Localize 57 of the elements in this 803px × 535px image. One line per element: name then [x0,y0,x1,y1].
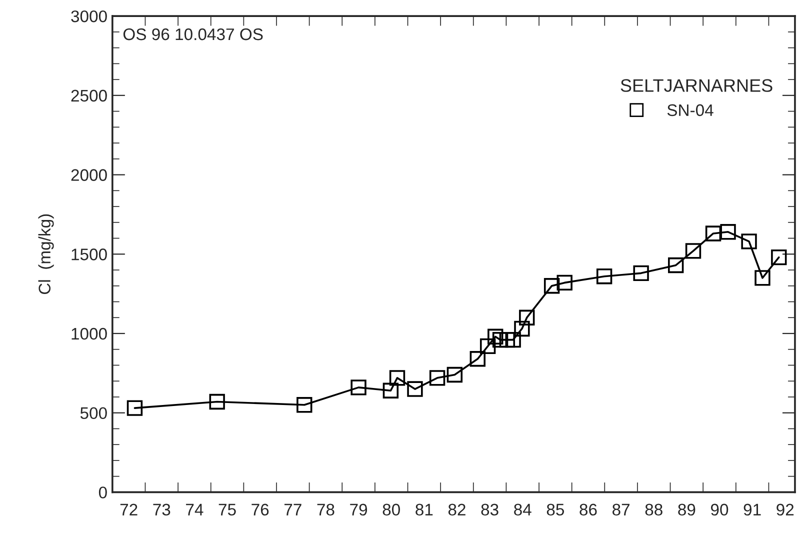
point [488,328,504,345]
point [519,310,535,326]
y-tick-label: 1000 [72,328,107,340]
x-tick-label: 76 [252,504,269,516]
x-tick-label: 80 [382,504,400,516]
x-tick-label: 82 [448,504,466,516]
point [771,249,787,266]
x-tick-label: 88 [645,504,662,516]
point [407,381,423,397]
point [446,366,463,383]
point [741,234,757,250]
y-tick-label: 2000 [71,169,107,181]
point [685,243,702,259]
point [544,278,560,294]
point [382,382,399,398]
x-tick-label: 75 [218,504,236,516]
x-tick-label: 90 [711,504,728,516]
x-tick-label: 87 [612,504,630,516]
y-tick-label: 500 [80,407,107,420]
x-tick-label: 89 [678,504,696,516]
x-tick-label: 92 [776,504,794,516]
x-tick-label: 83 [481,504,498,516]
x-tick-label: 77 [284,504,302,516]
x-tick-label: 72 [120,504,138,516]
legend-label: SN-04 [667,104,714,116]
y-axis-title: Cl (mg/kg) [38,214,54,294]
point [720,224,736,240]
y-tick-label: 3000 [71,10,107,22]
point [668,257,684,274]
x-tick-label: 84 [514,504,532,516]
x-tick-label: 74 [186,504,204,516]
point [596,268,612,284]
y-tick-label: 2500 [71,90,107,102]
point [389,370,406,386]
x-tick-label: 86 [580,504,597,516]
point [209,394,225,410]
point [633,265,649,282]
point [514,320,530,337]
x-tick-label: 73 [153,504,170,516]
point [705,226,722,242]
point [470,351,486,367]
point [429,370,446,386]
x-tick-label: 78 [317,504,334,516]
point [754,270,770,286]
point [556,274,572,291]
point [296,397,312,413]
y-tick-label: 1500 [72,248,107,260]
point [480,338,496,354]
point [126,400,143,416]
y-tick-label: 0 [98,486,107,498]
annotation: OS 96 10.0437 OS [123,28,263,40]
x-tick-label: 79 [350,504,368,516]
x-tick-label: 81 [416,504,433,516]
x-tick-label: 91 [744,504,761,516]
legend-title: SELTJARNARNES [620,79,772,92]
x-tick-label: 85 [546,504,564,516]
point [350,380,366,396]
